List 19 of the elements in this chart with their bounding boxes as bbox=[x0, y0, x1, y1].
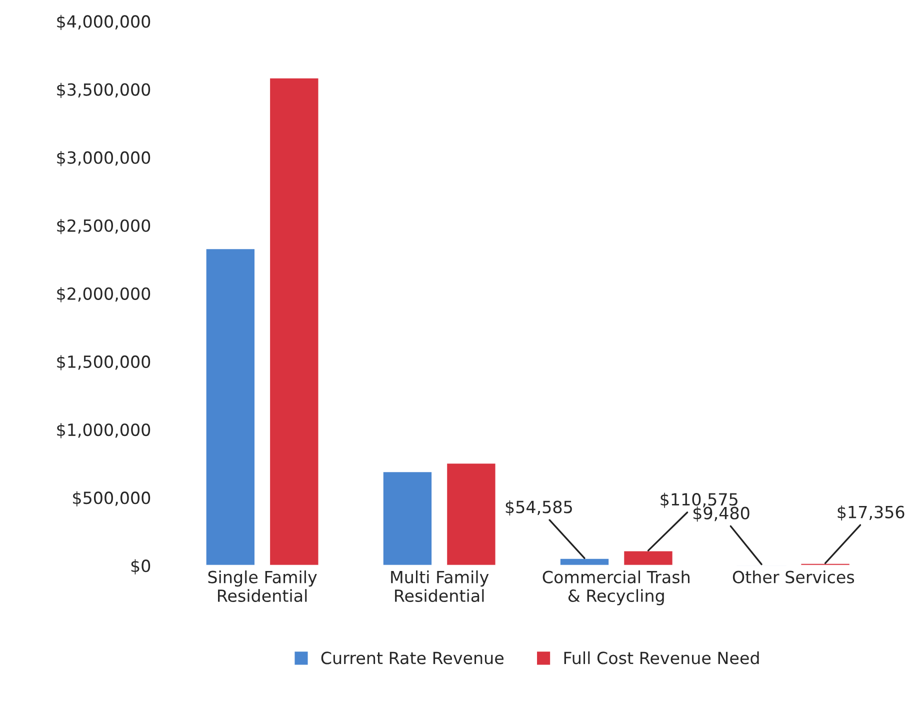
data-label: $17,356 bbox=[838, 505, 904, 521]
y-tick-label: $2,500,000 bbox=[57, 219, 150, 234]
y-tick-label: $2,000,000 bbox=[57, 287, 150, 302]
y-tick-label: $3,500,000 bbox=[57, 82, 150, 98]
x-tick-label: Other Services bbox=[732, 570, 854, 584]
data-label: $9,480 bbox=[694, 506, 750, 522]
y-tick-label: $4,000,000 bbox=[57, 14, 150, 30]
y-tick-label: $1,500,000 bbox=[57, 355, 150, 370]
x-tick-label: Commercial Trash & Recycling bbox=[542, 570, 690, 606]
data-label: $110,575 bbox=[660, 492, 738, 508]
x-tick-label: Multi Family Residential bbox=[391, 570, 489, 602]
legend-label: Current Rate Revenue bbox=[321, 652, 504, 664]
y-tick-label: $1,000,000 bbox=[57, 423, 150, 438]
y-tick-label: $3,000,000 bbox=[57, 150, 150, 166]
legend-label: Full Cost Revenue Need bbox=[564, 651, 759, 664]
data-label: $54,585 bbox=[506, 500, 572, 516]
y-tick-label: $0 bbox=[131, 559, 150, 574]
x-tick-label: Single Family Residential bbox=[208, 570, 317, 602]
y-tick-label: $500,000 bbox=[73, 491, 150, 506]
